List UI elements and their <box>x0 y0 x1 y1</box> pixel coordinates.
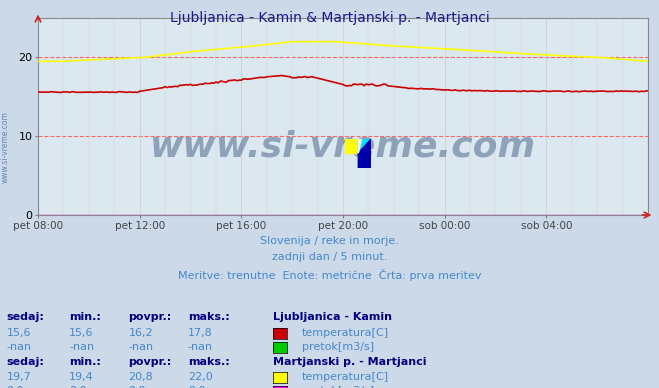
Text: 0,0: 0,0 <box>188 386 206 388</box>
Text: -nan: -nan <box>69 342 94 352</box>
Polygon shape <box>358 139 372 168</box>
Text: Ljubljanica - Kamin: Ljubljanica - Kamin <box>273 312 393 322</box>
Text: -nan: -nan <box>129 342 154 352</box>
Text: 0,0: 0,0 <box>7 386 24 388</box>
Text: maks.:: maks.: <box>188 357 229 367</box>
Text: 20,8: 20,8 <box>129 372 154 382</box>
Text: 0,0: 0,0 <box>129 386 146 388</box>
Text: pretok[m3/s]: pretok[m3/s] <box>302 386 374 388</box>
Text: 19,4: 19,4 <box>69 372 94 382</box>
Text: min.:: min.: <box>69 357 101 367</box>
Text: Slovenija / reke in morje.: Slovenija / reke in morje. <box>260 236 399 246</box>
Text: Martjanski p. - Martjanci: Martjanski p. - Martjanci <box>273 357 427 367</box>
Text: 22,0: 22,0 <box>188 372 213 382</box>
Text: 19,7: 19,7 <box>7 372 32 382</box>
Text: Ljubljanica - Kamin & Martjanski p. - Martjanci: Ljubljanica - Kamin & Martjanski p. - Ma… <box>169 11 490 25</box>
Polygon shape <box>358 139 372 153</box>
Text: 16,2: 16,2 <box>129 328 153 338</box>
Text: sedaj:: sedaj: <box>7 312 44 322</box>
Text: www.si-vreme.com: www.si-vreme.com <box>150 129 536 163</box>
Text: -nan: -nan <box>7 342 32 352</box>
Text: temperatura[C]: temperatura[C] <box>302 372 389 382</box>
Bar <box>345 139 358 153</box>
Text: Meritve: trenutne  Enote: metrične  Črta: prva meritev: Meritve: trenutne Enote: metrične Črta: … <box>178 268 481 281</box>
Text: temperatura[C]: temperatura[C] <box>302 328 389 338</box>
Polygon shape <box>358 139 362 153</box>
Text: www.si-vreme.com: www.si-vreme.com <box>1 111 10 184</box>
Text: 15,6: 15,6 <box>7 328 31 338</box>
Text: maks.:: maks.: <box>188 312 229 322</box>
Text: 17,8: 17,8 <box>188 328 213 338</box>
Text: 0,0: 0,0 <box>69 386 87 388</box>
Text: 15,6: 15,6 <box>69 328 94 338</box>
Text: povpr.:: povpr.: <box>129 312 172 322</box>
Text: zadnji dan / 5 minut.: zadnji dan / 5 minut. <box>272 252 387 262</box>
Text: -nan: -nan <box>188 342 213 352</box>
Text: min.:: min.: <box>69 312 101 322</box>
Text: pretok[m3/s]: pretok[m3/s] <box>302 342 374 352</box>
Text: sedaj:: sedaj: <box>7 357 44 367</box>
Text: povpr.:: povpr.: <box>129 357 172 367</box>
